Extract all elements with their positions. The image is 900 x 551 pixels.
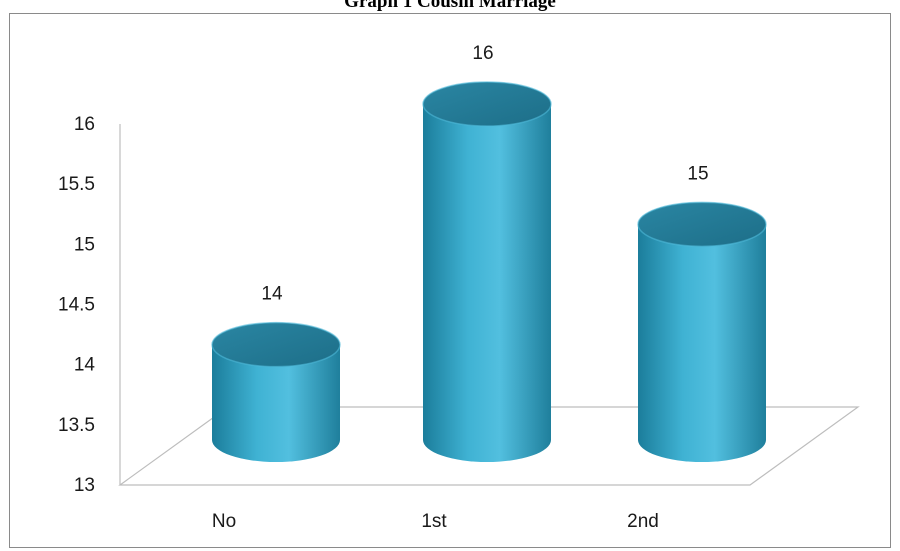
y-tick-label: 15.5 xyxy=(58,174,95,195)
bar-no xyxy=(211,321,341,462)
bar-1st xyxy=(422,81,552,462)
bar-body xyxy=(638,224,766,462)
y-tick-label: 14.5 xyxy=(58,295,95,316)
bar-2nd xyxy=(637,201,767,462)
bar-cap-rim xyxy=(422,81,552,127)
y-tick-label: 13 xyxy=(74,475,95,496)
x-category-label: 1st xyxy=(421,511,447,532)
data-label: 14 xyxy=(261,284,283,305)
bar-cap-rim xyxy=(637,201,767,248)
bar-cap-rim xyxy=(211,321,341,368)
x-category-label: No xyxy=(212,511,236,532)
bar-top-cap xyxy=(638,202,766,247)
bar-top-cap xyxy=(212,322,340,367)
x-category-label: 2nd xyxy=(627,511,659,532)
bars-group xyxy=(211,81,767,462)
y-tick-label: 16 xyxy=(74,114,95,135)
y-tick-label: 14 xyxy=(74,355,96,376)
bar-top-cap xyxy=(423,82,551,126)
data-label: 15 xyxy=(687,163,708,184)
labels-group: 13 13.5 14 14.5 15 15.5 16 14 No 16 1st 15 2nd xyxy=(58,43,709,532)
chart-title: Graph 1 Cousin Marriage xyxy=(344,0,556,12)
bar-body xyxy=(423,104,551,462)
y-tick-label: 15 xyxy=(74,234,95,255)
y-tick-label: 13.5 xyxy=(58,415,95,436)
bar-body xyxy=(212,344,340,462)
data-label: 16 xyxy=(472,43,493,64)
